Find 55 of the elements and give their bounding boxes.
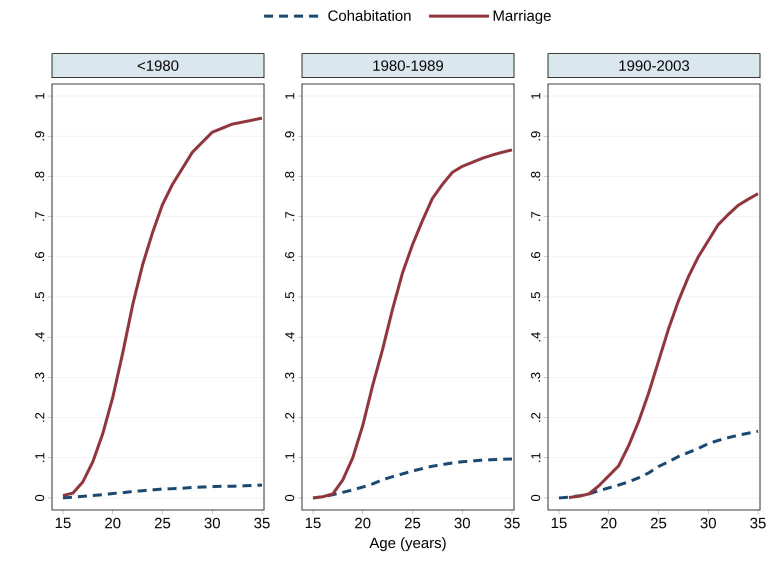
y-tick-label: .2 [531, 412, 540, 422]
y-tick-label: .8 [531, 172, 540, 181]
y-tick-label: .8 [285, 172, 294, 181]
x-tick-label: 15 [552, 518, 567, 528]
y-tick-label: .3 [285, 372, 294, 382]
y-tick-label: 1 [531, 93, 540, 99]
y-tick-label: 1 [285, 93, 294, 99]
x-tick-label: 30 [204, 518, 220, 528]
x-tick-label: 30 [700, 518, 716, 528]
x-axis-title: Age (years) [369, 537, 446, 552]
y-tick-label: .7 [35, 212, 44, 221]
y-tick-label: 0 [531, 494, 540, 502]
y-tick-label: .3 [35, 372, 44, 382]
y-tick-label: .1 [35, 452, 44, 462]
y-tick-label: .4 [35, 332, 44, 342]
y-tick-label: .1 [285, 452, 294, 462]
y-tick-label: .9 [285, 131, 294, 140]
x-tick-label: 35 [750, 518, 766, 528]
x-tick-label: 20 [105, 518, 120, 528]
y-tick-label: .5 [35, 292, 44, 302]
y-tick-label: .8 [35, 172, 44, 181]
x-tick-label: 25 [154, 518, 170, 528]
y-tick-label: .7 [285, 212, 294, 221]
x-tick-label: 15 [56, 518, 71, 528]
y-tick-label: 0 [35, 494, 44, 502]
x-tick-label: 15 [306, 518, 321, 528]
y-tick-label: .9 [531, 131, 540, 140]
y-tick-label: .4 [531, 332, 540, 342]
y-tick-label: .6 [35, 252, 44, 262]
y-tick-label: .1 [531, 452, 540, 462]
x-tick-label: 30 [454, 518, 470, 528]
chart-title: 1990-2003 [619, 60, 690, 71]
x-tick-label: 25 [650, 518, 666, 528]
y-tick-label: .5 [285, 292, 294, 302]
y-tick-label: .3 [531, 372, 540, 382]
legend-label: Cohabitation [328, 10, 411, 21]
x-tick-label: 20 [355, 518, 370, 528]
legend-label: Marriage [494, 10, 551, 24]
line-series [311, 148, 514, 500]
x-tick-label: 35 [504, 518, 520, 528]
chart-title: 1980-1989 [373, 60, 444, 71]
y-tick-label: .7 [531, 212, 540, 221]
y-tick-label: .5 [531, 292, 540, 302]
y-tick-label: .4 [285, 332, 294, 342]
x-tick-label: 25 [404, 518, 420, 528]
x-tick-label: 35 [254, 518, 270, 528]
y-tick-label: .2 [285, 412, 294, 422]
x-tick-label: 20 [601, 518, 616, 528]
chart-title: <1980 [138, 60, 178, 71]
y-tick-label: .6 [531, 252, 540, 262]
y-tick-label: 0 [285, 494, 294, 502]
y-tick-label: .6 [285, 252, 294, 262]
y-tick-label: .9 [35, 131, 44, 140]
y-tick-label: 1 [35, 93, 44, 99]
y-tick-label: .2 [35, 412, 44, 422]
